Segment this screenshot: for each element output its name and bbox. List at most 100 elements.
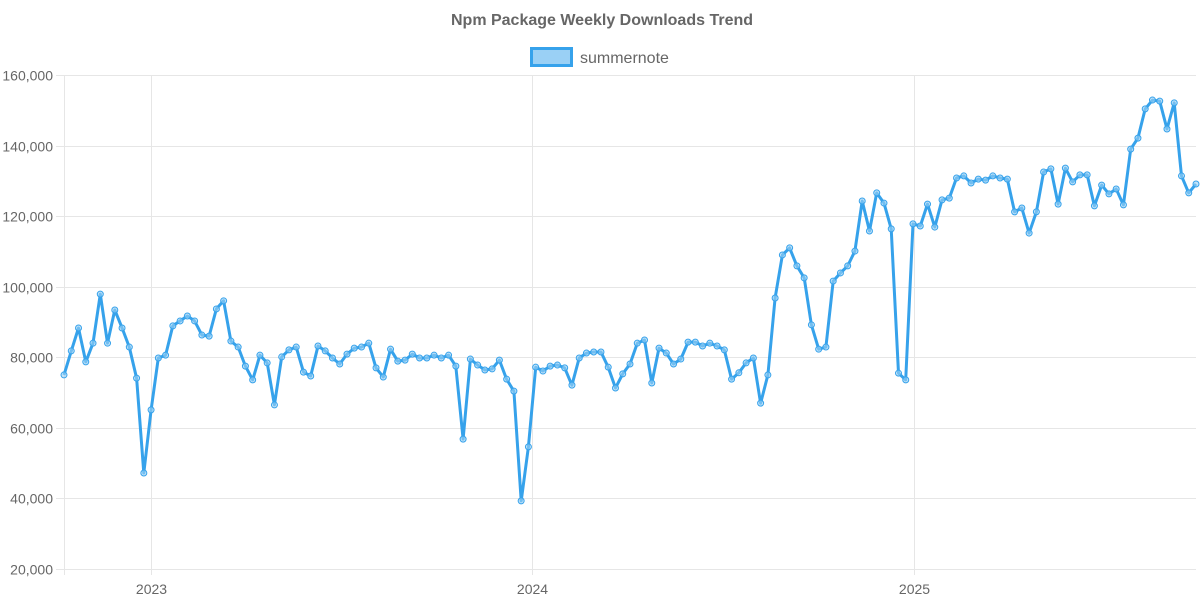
data-point bbox=[82, 358, 90, 366]
data-point bbox=[1170, 99, 1178, 107]
data-point bbox=[401, 356, 409, 364]
data-point bbox=[597, 348, 605, 356]
data-point bbox=[60, 371, 68, 379]
data-point bbox=[590, 348, 598, 356]
data-point bbox=[220, 297, 228, 305]
data-point bbox=[713, 342, 721, 350]
y-tick-label: 100,000 bbox=[2, 280, 53, 296]
data-point bbox=[1098, 181, 1106, 189]
data-point bbox=[205, 332, 213, 340]
data-point bbox=[902, 376, 910, 384]
legend[interactable]: summernote bbox=[530, 47, 670, 68]
data-point bbox=[967, 179, 975, 187]
data-point bbox=[553, 361, 561, 369]
data-point bbox=[292, 343, 300, 351]
y-tick-label: 160,000 bbox=[2, 68, 53, 84]
data-point bbox=[1141, 105, 1149, 113]
data-point bbox=[960, 172, 968, 180]
data-point bbox=[227, 337, 235, 345]
data-point bbox=[510, 387, 518, 395]
data-point bbox=[626, 360, 634, 368]
data-point bbox=[488, 365, 496, 373]
data-point bbox=[249, 376, 257, 384]
data-point bbox=[822, 343, 830, 351]
data-point bbox=[764, 371, 772, 379]
data-point bbox=[953, 174, 961, 182]
grid bbox=[56, 75, 1196, 575]
data-point bbox=[466, 355, 474, 363]
data-point bbox=[996, 174, 1004, 182]
data-point bbox=[1185, 189, 1193, 197]
data-point bbox=[350, 344, 358, 352]
data-point bbox=[517, 497, 525, 505]
data-point bbox=[314, 342, 322, 350]
data-point bbox=[945, 194, 953, 202]
legend-label: summernote bbox=[580, 50, 669, 67]
data-point bbox=[539, 367, 547, 375]
x-tick-label: 2024 bbox=[517, 581, 548, 597]
data-point bbox=[474, 361, 482, 369]
data-point bbox=[445, 351, 453, 359]
data-point bbox=[815, 345, 823, 353]
data-point bbox=[778, 251, 786, 259]
data-point bbox=[75, 324, 83, 332]
data-point bbox=[416, 354, 424, 362]
data-point bbox=[807, 321, 815, 329]
data-point bbox=[372, 364, 380, 372]
data-point bbox=[1192, 180, 1200, 188]
data-point bbox=[89, 339, 97, 347]
data-point bbox=[655, 344, 663, 352]
data-point bbox=[699, 342, 707, 350]
data-point bbox=[662, 349, 670, 357]
data-point bbox=[321, 347, 329, 355]
data-point bbox=[212, 305, 220, 313]
data-point bbox=[140, 469, 148, 477]
y-tick-label: 40,000 bbox=[10, 491, 53, 507]
data-point bbox=[604, 363, 612, 371]
data-point bbox=[982, 176, 990, 184]
data-point bbox=[343, 350, 351, 358]
data-point bbox=[481, 366, 489, 374]
data-point bbox=[423, 354, 431, 362]
data-point bbox=[336, 360, 344, 368]
data-point bbox=[641, 336, 649, 344]
data-point bbox=[1047, 165, 1055, 173]
data-point bbox=[452, 362, 460, 370]
data-point bbox=[691, 338, 699, 346]
data-point bbox=[1069, 178, 1077, 186]
data-point bbox=[285, 346, 293, 354]
data-point bbox=[568, 381, 576, 389]
x-tick-label: 2023 bbox=[136, 581, 167, 597]
data-point bbox=[437, 354, 445, 362]
data-point bbox=[931, 223, 939, 231]
data-point bbox=[408, 350, 416, 358]
data-point bbox=[154, 354, 162, 362]
data-point bbox=[104, 339, 112, 347]
data-point bbox=[1112, 185, 1120, 193]
data-point bbox=[1134, 134, 1142, 142]
data-point bbox=[1083, 171, 1091, 179]
series-summernote bbox=[60, 96, 1200, 505]
data-point bbox=[387, 345, 395, 353]
data-point bbox=[1163, 125, 1171, 133]
y-tick-label: 80,000 bbox=[10, 350, 53, 366]
data-point bbox=[394, 357, 402, 365]
data-point bbox=[111, 306, 119, 314]
data-point bbox=[1076, 171, 1084, 179]
data-point bbox=[524, 443, 532, 451]
data-point bbox=[495, 356, 503, 364]
data-point bbox=[894, 369, 902, 377]
data-point bbox=[358, 343, 366, 351]
data-point bbox=[198, 331, 206, 339]
data-point bbox=[118, 324, 126, 332]
data-point bbox=[1119, 201, 1127, 209]
data-point bbox=[771, 294, 779, 302]
data-point bbox=[619, 370, 627, 378]
data-point bbox=[459, 435, 467, 443]
y-tick-label: 120,000 bbox=[2, 209, 53, 225]
data-point bbox=[532, 363, 540, 371]
y-axis: 20,000 40,000 60,000 80,000 100,000 120,000 14… bbox=[2, 68, 53, 578]
data-point bbox=[1054, 200, 1062, 208]
data-point bbox=[582, 349, 590, 357]
